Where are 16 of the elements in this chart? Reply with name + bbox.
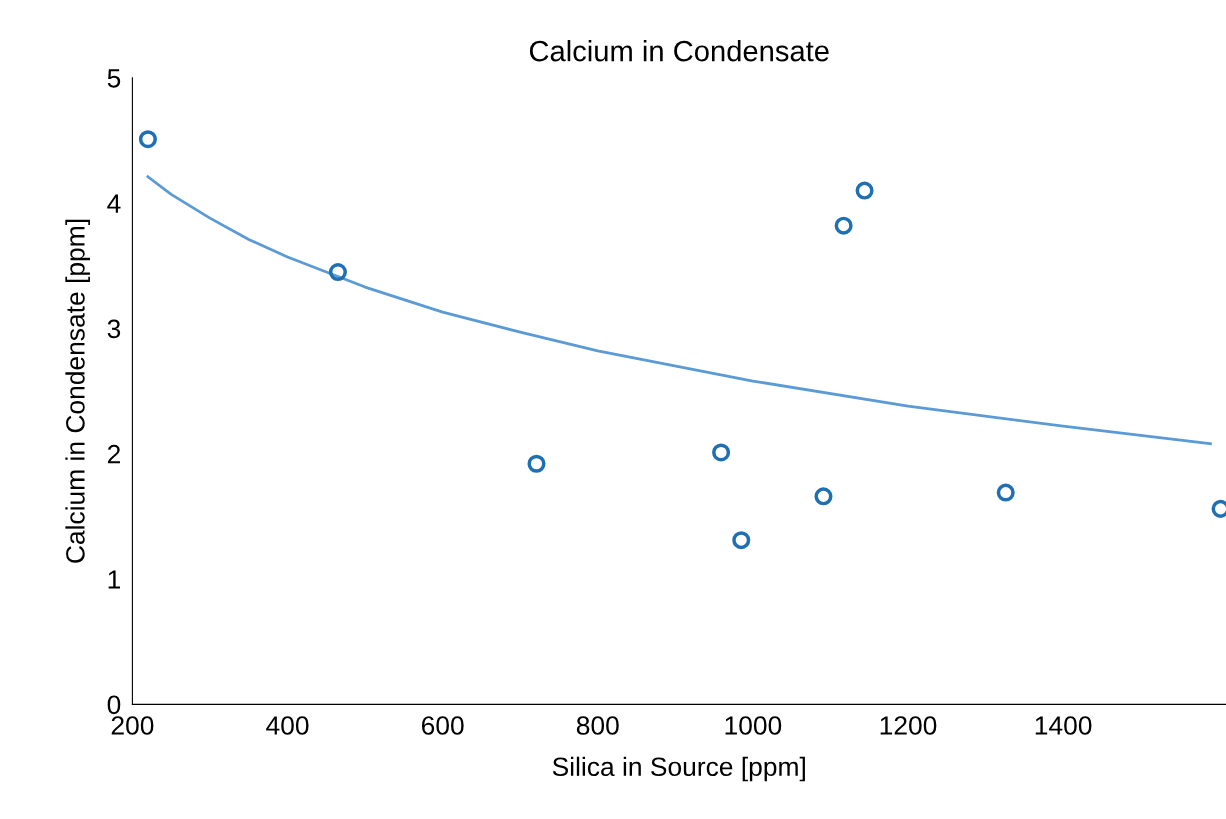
x-axis-title: Silica in Source [ppm] [552, 756, 805, 782]
y-tick-label: 0 [107, 695, 121, 715]
x-tick-label: 200 [111, 716, 154, 735]
chart-title: Calcium in Condensate [529, 40, 829, 62]
y-tick-label: 1 [108, 570, 121, 589]
y-tick-label: 4 [107, 194, 121, 213]
y-tick-label: 2 [107, 444, 120, 464]
x-tick-label: 1000 [725, 716, 782, 735]
x-tick-label: 800 [576, 716, 619, 735]
x-tick-label: 1400 [1035, 716, 1092, 735]
x-tick-label: 600 [421, 716, 464, 735]
x-tick-label: 400 [266, 716, 309, 735]
y-tick-label: 5 [107, 69, 121, 88]
y-axis-title: Calcium in Condensate [ppm] [65, 219, 90, 563]
y-tick-label: 3 [107, 319, 121, 339]
x-tick-label: 1200 [880, 716, 937, 735]
